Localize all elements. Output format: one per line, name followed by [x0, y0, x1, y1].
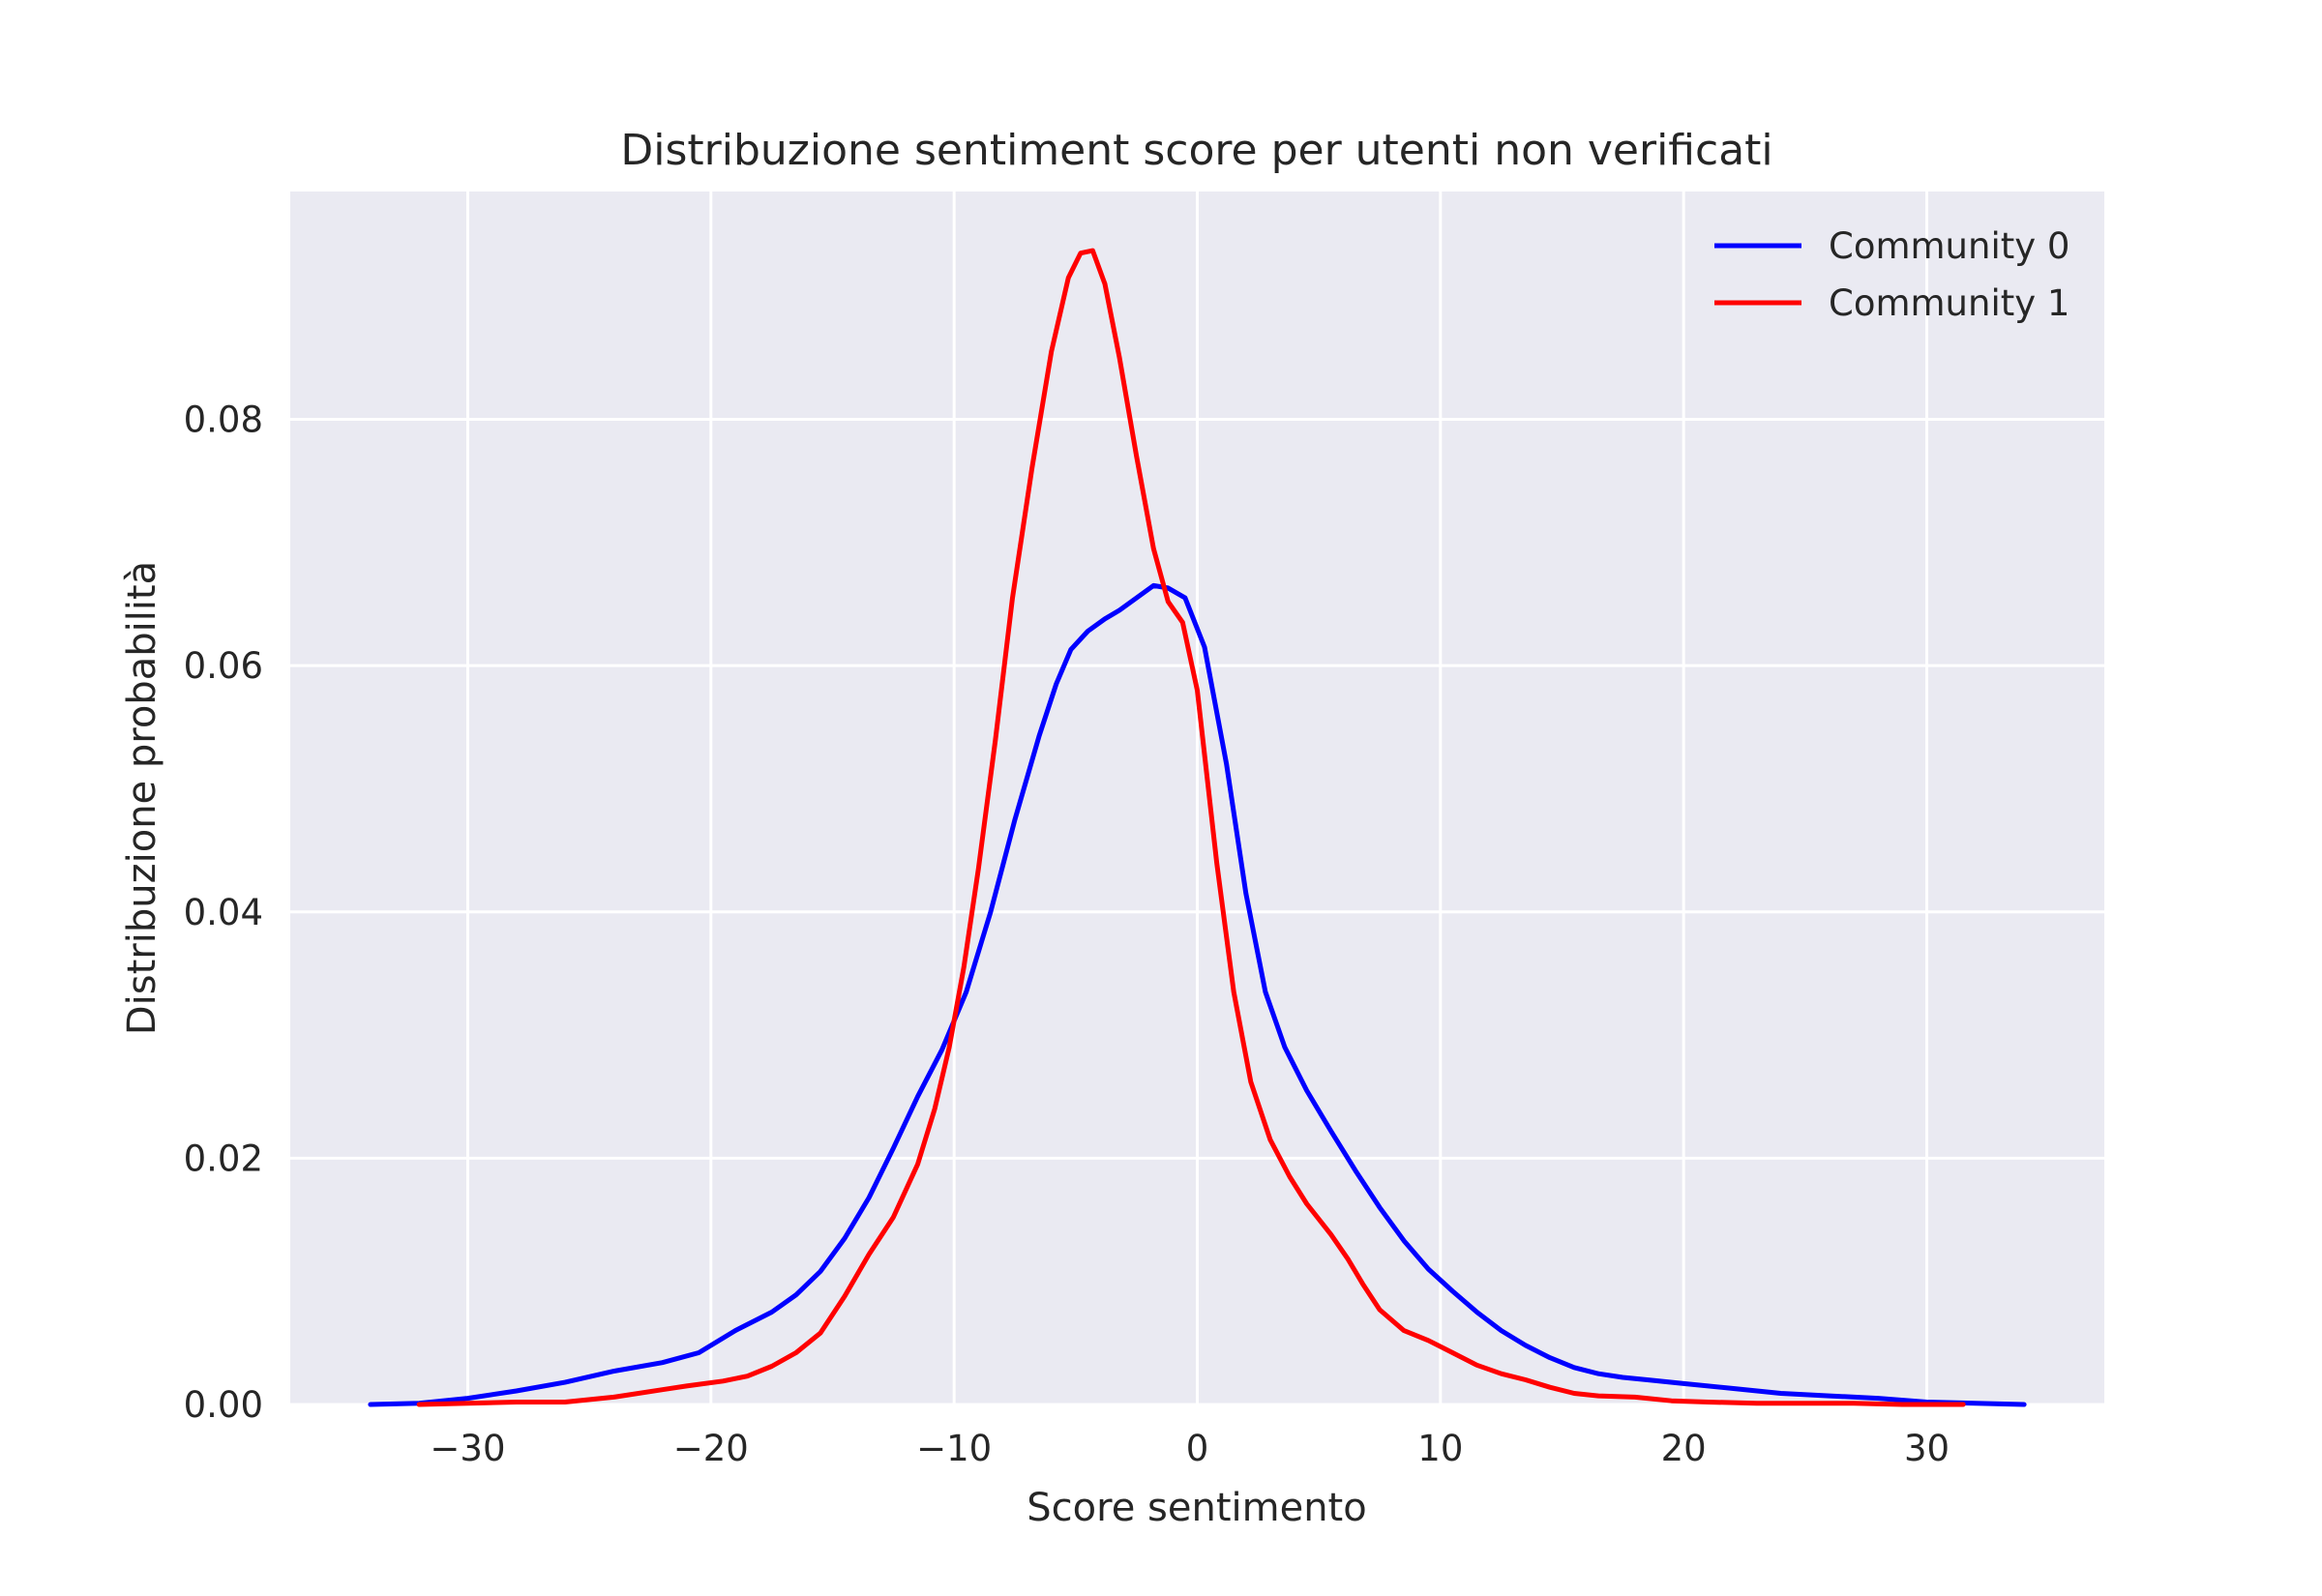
y-tick-labels: 0.00 0.02 0.04 0.06 0.08 — [184, 399, 263, 1426]
x-tick-label: −30 — [430, 1428, 505, 1469]
series-line-community-1 — [416, 248, 1966, 1407]
x-tick-label: 0 — [1186, 1428, 1209, 1469]
y-axis-label: Distribuzione probabilità — [120, 561, 164, 1035]
y-tick-label: 0.00 — [184, 1384, 263, 1426]
chart-title: Distribuzione sentiment score per utenti… — [620, 126, 1772, 175]
y-tick-label: 0.02 — [184, 1138, 263, 1179]
series-layer — [368, 248, 2027, 1407]
x-tick-label: 30 — [1904, 1428, 1950, 1469]
grid — [290, 192, 2104, 1406]
legend: Community 0 Community 1 — [1714, 225, 2069, 324]
y-tick-label: 0.08 — [184, 399, 263, 441]
x-tick-labels: −30 −20 −10 0 10 20 30 — [430, 1428, 1950, 1469]
y-tick-label: 0.04 — [184, 892, 263, 933]
x-tick-label: 10 — [1417, 1428, 1463, 1469]
legend-label-community-1: Community 1 — [1829, 282, 2069, 324]
x-tick-label: −10 — [916, 1428, 992, 1469]
legend-label-community-0: Community 0 — [1829, 225, 2069, 267]
y-tick-label: 0.06 — [184, 645, 263, 687]
x-axis-label: Score sentimento — [1027, 1486, 1366, 1530]
series-line-community-0 — [368, 582, 2027, 1407]
x-tick-label: −20 — [673, 1428, 749, 1469]
x-tick-label: 20 — [1661, 1428, 1707, 1469]
